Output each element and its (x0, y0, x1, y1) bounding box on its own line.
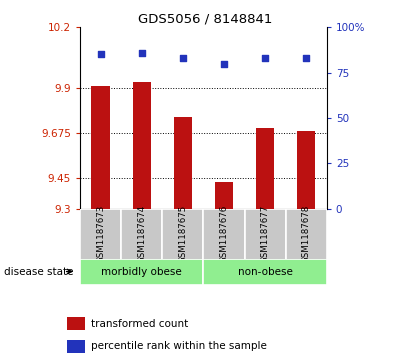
Point (262, 55, 268, 61)
Bar (67, 317, 85, 330)
Point (97, 52, 104, 57)
Text: GSM1187675: GSM1187675 (178, 205, 187, 263)
Text: transformed count: transformed count (91, 318, 189, 329)
Text: non-obese: non-obese (238, 267, 293, 277)
FancyBboxPatch shape (245, 209, 286, 260)
Text: GSM1187678: GSM1187678 (302, 205, 311, 263)
Bar (297, 131, 315, 209)
Bar (132, 82, 151, 209)
Text: GSM1187677: GSM1187677 (261, 205, 270, 263)
FancyBboxPatch shape (203, 259, 327, 285)
Text: GSM1187673: GSM1187673 (96, 205, 105, 263)
Bar (256, 128, 274, 209)
FancyBboxPatch shape (162, 209, 203, 260)
Text: GSM1187676: GSM1187676 (219, 205, 229, 263)
Bar (215, 182, 233, 209)
Text: percentile rank within the sample: percentile rank within the sample (91, 341, 267, 351)
Text: GDS5056 / 8148841: GDS5056 / 8148841 (139, 13, 272, 26)
Point (139, 50, 145, 56)
FancyBboxPatch shape (80, 259, 203, 285)
Bar (91, 86, 110, 209)
Point (221, 61, 227, 66)
Point (303, 55, 309, 61)
FancyBboxPatch shape (80, 209, 121, 260)
FancyBboxPatch shape (121, 209, 162, 260)
Bar (173, 117, 192, 209)
FancyBboxPatch shape (286, 209, 327, 260)
Text: GSM1187674: GSM1187674 (137, 205, 146, 263)
FancyBboxPatch shape (203, 209, 245, 260)
Bar (67, 339, 85, 353)
Text: disease state: disease state (4, 266, 74, 277)
Text: morbidly obese: morbidly obese (102, 267, 182, 277)
Point (180, 55, 186, 61)
